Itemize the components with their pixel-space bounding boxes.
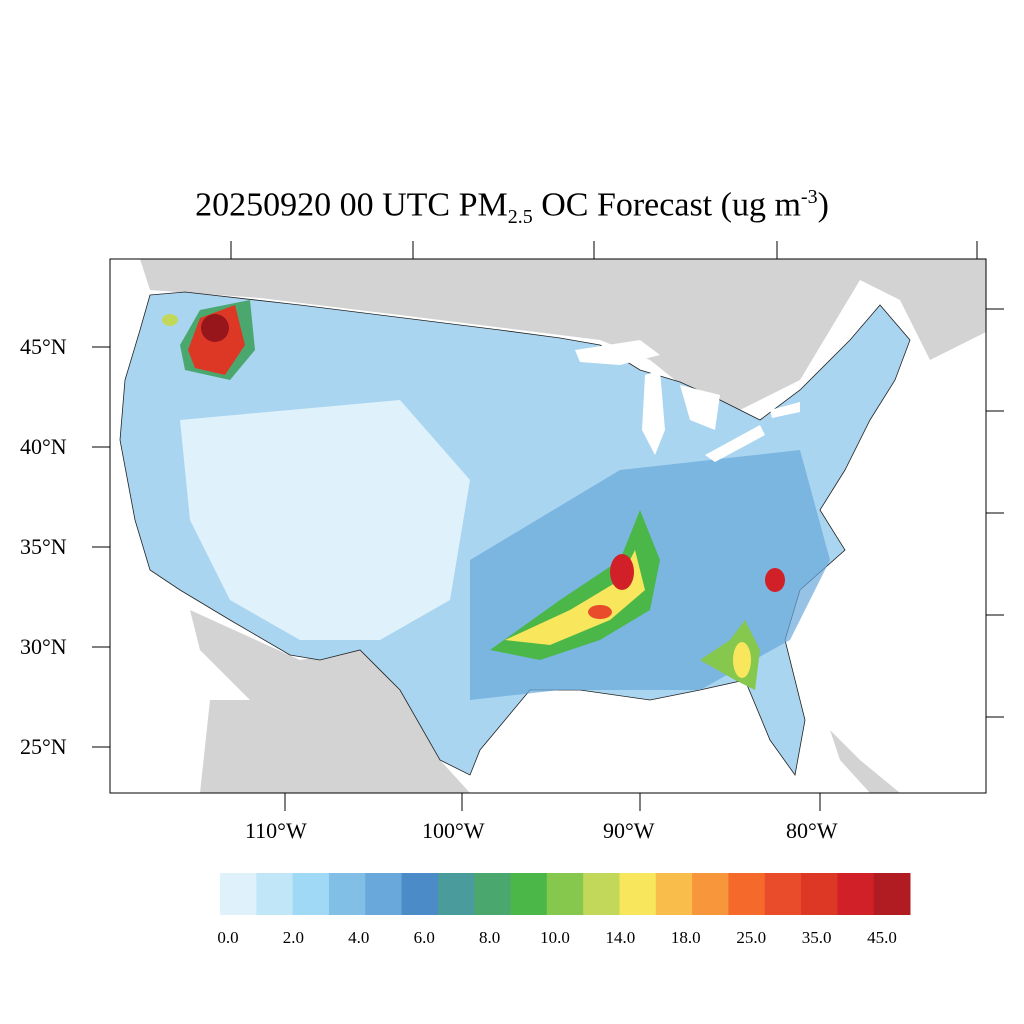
mexico-land	[190, 610, 470, 793]
colorbar-box	[220, 873, 257, 915]
green-band	[490, 510, 660, 660]
colorbar-box	[474, 873, 512, 915]
colorbar-box	[365, 873, 403, 915]
hotspot-carolina	[765, 568, 785, 592]
lake-huron	[680, 385, 720, 430]
hotspot-georgia	[733, 642, 751, 678]
lon-label: 80°W	[786, 818, 838, 843]
colorbar-label: 45.0	[867, 928, 897, 947]
colorbar-box	[692, 873, 729, 915]
interior-west-light	[180, 400, 470, 640]
lat-label: 35°N	[20, 534, 67, 559]
cuba-land	[830, 730, 900, 793]
colorbar-box	[873, 873, 911, 915]
colorbar-box	[546, 873, 584, 915]
lake-michigan	[642, 370, 665, 455]
lake-ontario	[770, 402, 800, 418]
hotspot-louisiana	[588, 605, 612, 619]
map-title: 20250920 00 UTC PM2.5 OC Forecast (ug m-…	[195, 186, 829, 229]
colorbar-label: 8.0	[478, 928, 501, 947]
colorbar-box	[510, 873, 548, 915]
colorbar-label: 0.0	[217, 928, 239, 947]
colorbar-label: 14.0	[605, 928, 636, 947]
colorbar-label: 6.0	[413, 928, 435, 947]
lat-label: 45°N	[20, 334, 67, 359]
colorbar-box	[401, 873, 439, 915]
lon-label: 90°W	[603, 818, 655, 843]
colorbar-box	[583, 873, 620, 915]
colorbar-label: 2.0	[282, 928, 305, 947]
hotspot-washington	[162, 314, 178, 326]
lon-label: 100°W	[422, 818, 485, 843]
axis-ticks	[92, 241, 1004, 811]
yellow-band	[505, 550, 645, 645]
map-frame	[109, 258, 987, 794]
colorbar-box	[292, 873, 330, 915]
lake-superior	[575, 340, 660, 365]
colorbar-label: 35.0	[801, 928, 832, 947]
colorbar-box	[619, 873, 657, 915]
colorbar-label: 18.0	[670, 928, 701, 947]
colorbar-label: 4.0	[348, 928, 370, 947]
lat-label: 40°N	[20, 434, 67, 459]
colorbar-box	[256, 873, 294, 915]
colorbar-box	[437, 873, 475, 915]
canada-land	[140, 259, 986, 410]
colorbar-box	[837, 873, 875, 915]
colorbar-box	[728, 873, 766, 915]
hotspot-mississippi	[610, 554, 634, 590]
colorbar-box	[764, 873, 802, 915]
colorbar	[220, 873, 911, 915]
lon-label: 110°W	[245, 818, 307, 843]
hotspot-idaho-core	[201, 314, 229, 342]
colorbar-label: 25.0	[736, 928, 767, 947]
colorbar-box	[801, 873, 838, 915]
lat-label: 25°N	[20, 734, 67, 759]
lat-label: 30°N	[20, 634, 67, 659]
colorbar-box	[328, 873, 366, 915]
colorbar-label: 10.0	[540, 928, 570, 947]
lake-erie	[705, 425, 765, 462]
colorbar-box	[655, 873, 693, 915]
